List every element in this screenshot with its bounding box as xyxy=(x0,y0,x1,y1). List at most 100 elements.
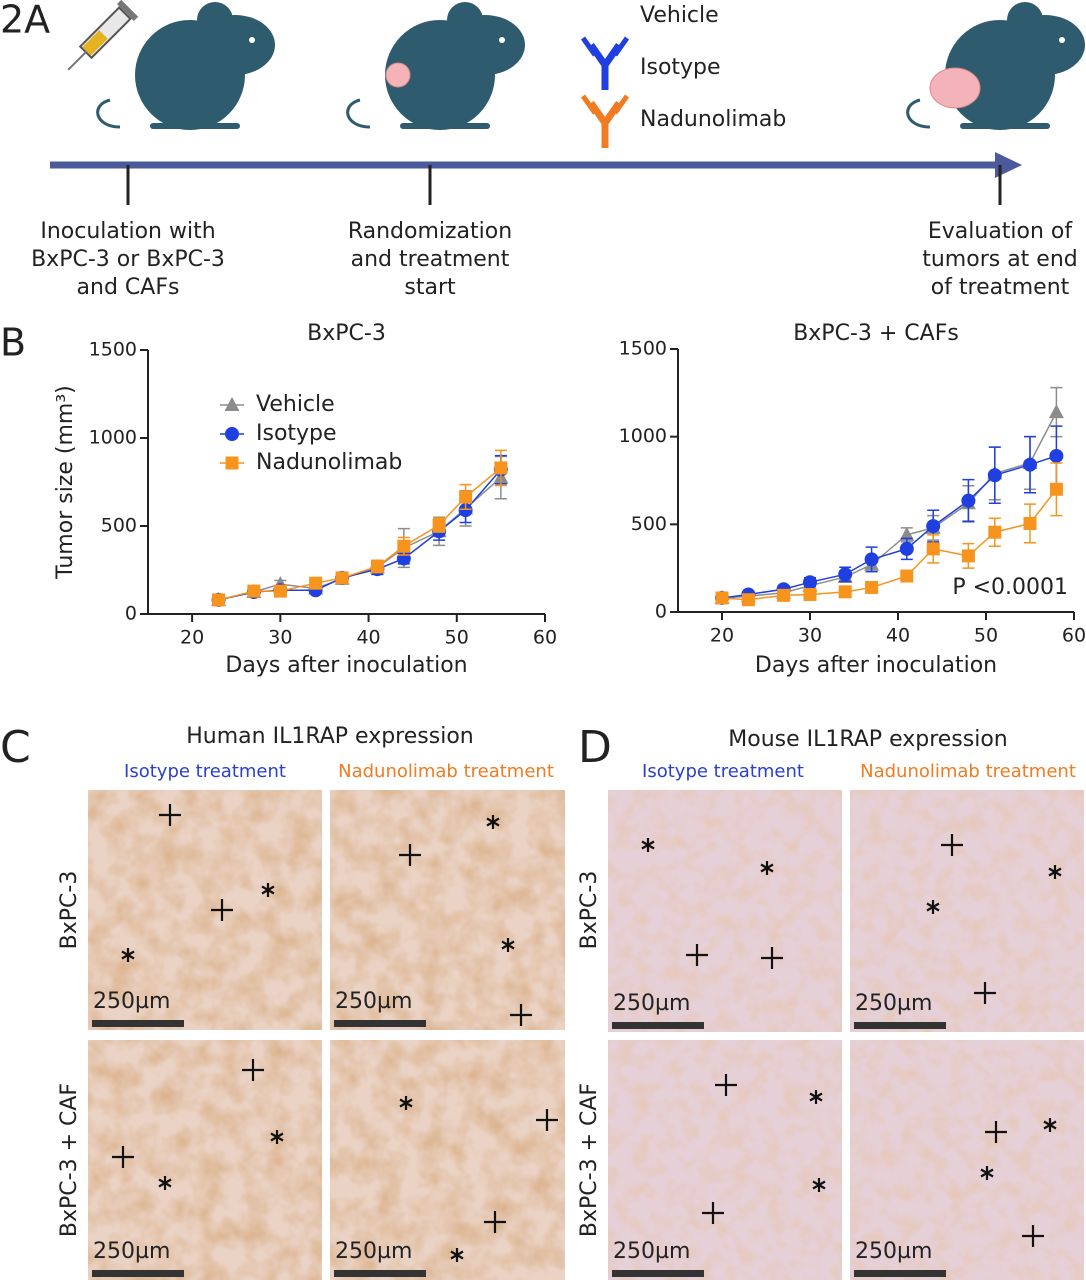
column-header: Isotype treatment xyxy=(124,761,286,782)
stroma-marker xyxy=(510,1004,532,1026)
marker xyxy=(458,503,473,518)
marker xyxy=(1049,448,1064,463)
mouse-icon xyxy=(906,0,1086,132)
y-tick-label: 1500 xyxy=(89,339,137,361)
stroma-marker xyxy=(686,944,708,966)
y-tick-label: 1000 xyxy=(619,425,667,447)
scale-bar-label: 250µm xyxy=(855,1239,932,1264)
marker xyxy=(1023,516,1037,530)
mouse-icon xyxy=(346,0,527,132)
series-line xyxy=(721,411,1058,599)
tumor-icon xyxy=(385,62,411,88)
stroma-marker xyxy=(985,1121,1007,1143)
series-line xyxy=(218,469,502,601)
stroma-marker xyxy=(399,844,421,866)
histology-texture xyxy=(88,790,322,1030)
tumor-marker xyxy=(980,1166,994,1180)
scale-bar-label: 250µm xyxy=(335,1239,412,1264)
marker xyxy=(1023,457,1037,472)
x-tick-label: 30 xyxy=(798,625,822,647)
chart-title: BxPC-3 + CAFs xyxy=(793,321,959,346)
stroma-marker xyxy=(159,804,181,826)
marker xyxy=(1048,404,1064,419)
y-tick-label: 1000 xyxy=(89,427,137,449)
tumor-marker xyxy=(450,1248,464,1262)
y-tick-label: 0 xyxy=(125,603,137,625)
syringe xyxy=(67,0,139,71)
scale-bar xyxy=(854,1022,946,1029)
tumor-marker xyxy=(270,1130,284,1144)
step-label: BxPC-3 or BxPC-3 xyxy=(31,247,225,272)
step-label: and treatment xyxy=(351,247,510,272)
marker xyxy=(459,490,473,504)
legend-label: Isotype xyxy=(640,55,721,80)
marker xyxy=(212,593,226,607)
stroma-marker xyxy=(211,899,233,921)
histology-texture xyxy=(330,1040,565,1280)
y-tick-label: 1500 xyxy=(619,338,667,360)
x-tick-label: 20 xyxy=(180,627,204,649)
scale-bar xyxy=(334,1020,426,1027)
x-axis-label: Days after inoculation xyxy=(755,653,997,678)
x-tick-label: 50 xyxy=(974,625,998,647)
tumor-marker xyxy=(121,948,135,962)
panel-label: B xyxy=(0,321,26,365)
row-label: BxPC-3 + CAF xyxy=(57,1083,82,1237)
scale-bar-label: 250µm xyxy=(613,991,690,1016)
scale-bar xyxy=(854,1270,946,1277)
series-line xyxy=(218,477,502,601)
marker xyxy=(961,493,976,508)
scale-bar xyxy=(334,1270,426,1277)
panel-title: Human IL1RAP expression xyxy=(186,724,473,749)
column-header: Nadunolimab treatment xyxy=(860,761,1076,782)
panel-title: Mouse IL1RAP expression xyxy=(728,727,1008,752)
scale-bar xyxy=(612,1022,704,1029)
panel-label: C xyxy=(0,722,31,773)
legend-label: Isotype xyxy=(256,421,337,446)
marker xyxy=(865,580,879,594)
marker xyxy=(988,525,1002,539)
stroma-marker xyxy=(112,1146,134,1168)
annotation: P <0.0001 xyxy=(952,575,1068,600)
stroma-marker xyxy=(941,834,963,856)
marker xyxy=(899,541,914,556)
y-tick-label: 500 xyxy=(101,515,137,537)
marker xyxy=(309,576,323,590)
tumor-marker xyxy=(158,1176,172,1190)
marker xyxy=(838,585,852,599)
scale-bar xyxy=(612,1270,704,1277)
marker xyxy=(838,567,853,582)
marker xyxy=(494,461,508,475)
marker xyxy=(432,518,446,532)
histology-texture xyxy=(330,790,565,1030)
row-label: BxPC-3 xyxy=(57,871,82,950)
marker xyxy=(1049,482,1063,496)
series-line xyxy=(218,467,502,601)
histology-texture xyxy=(850,790,1084,1032)
marker xyxy=(864,552,879,567)
stroma-marker xyxy=(702,1202,724,1224)
stroma-marker xyxy=(536,1109,558,1131)
tumor-marker xyxy=(760,861,774,875)
x-tick-label: 20 xyxy=(710,625,734,647)
tumor-marker xyxy=(501,938,515,952)
row-label: BxPC-3 xyxy=(577,871,602,950)
tumor-marker xyxy=(486,815,500,829)
marker xyxy=(961,549,975,563)
marker xyxy=(900,569,914,583)
marker xyxy=(926,542,940,556)
tumor-marker xyxy=(809,1090,823,1104)
marker xyxy=(803,587,817,601)
step-label: Evaluation of xyxy=(928,219,1074,244)
panel-label: D xyxy=(578,722,612,773)
marker xyxy=(247,584,261,598)
step-label: Randomization xyxy=(348,219,512,244)
legend-label: Nadunolimab xyxy=(640,107,786,132)
marker xyxy=(926,519,941,534)
marker xyxy=(899,526,915,541)
scale-bar-label: 250µm xyxy=(855,991,932,1016)
histology-texture xyxy=(88,1040,322,1280)
scale-bar xyxy=(92,1270,184,1277)
tumor-marker xyxy=(399,1096,413,1110)
